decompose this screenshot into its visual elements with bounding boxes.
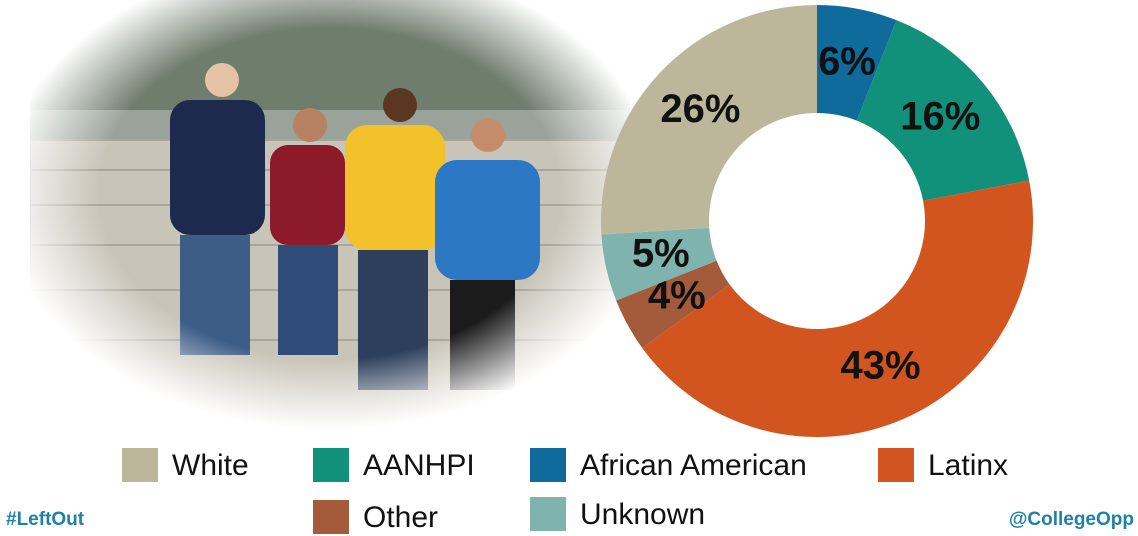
legend-swatch (122, 448, 158, 482)
value-label: 26% (660, 87, 740, 131)
legend-label: White (172, 449, 249, 482)
legend-label: Unknown (580, 498, 705, 531)
legend-swatch (878, 448, 914, 482)
legend-swatch (313, 448, 349, 482)
legend-label: Latinx (928, 449, 1008, 482)
legend-swatch (530, 497, 566, 531)
legend-label: Other (363, 501, 438, 534)
value-label: 43% (841, 343, 921, 387)
legend-label: AANHPI (363, 449, 475, 482)
value-label: 16% (900, 95, 980, 139)
footer-left: #LeftOut (6, 509, 85, 530)
value-label: 6% (818, 39, 876, 83)
legend-label: African American (580, 449, 807, 482)
photo (30, 0, 630, 430)
value-label: 5% (632, 231, 690, 275)
slide: #LeftOut @CollegeOpp 6% African American 1… (0, 0, 1138, 536)
footer-right: @CollegeOpp (1009, 509, 1134, 530)
legend-swatch (530, 448, 566, 482)
legend-swatch (313, 500, 349, 534)
